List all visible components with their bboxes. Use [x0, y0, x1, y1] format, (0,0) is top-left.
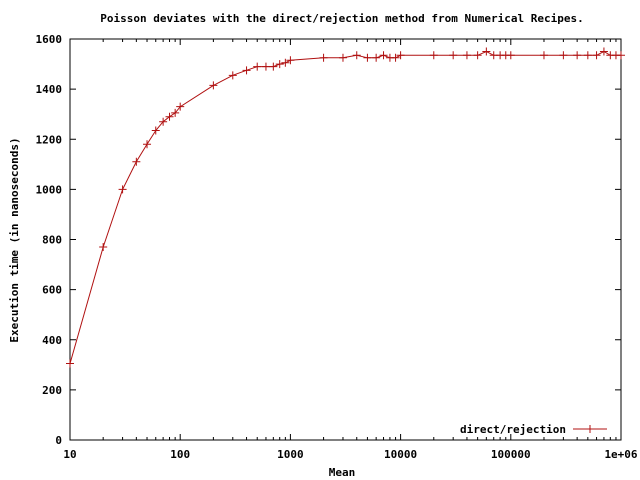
data-point — [363, 53, 372, 62]
data-point — [143, 140, 152, 149]
series-line — [69, 50, 621, 364]
data-point — [171, 108, 180, 117]
data-point — [338, 53, 347, 62]
plot-frame — [69, 38, 622, 441]
data-point — [118, 185, 127, 194]
data-point — [372, 53, 381, 62]
data-point — [506, 51, 515, 60]
x-tick-label: 1e+06 — [604, 448, 637, 461]
data-point — [209, 81, 218, 90]
y-axis-label: Execution time (in nanoseconds) — [8, 137, 21, 342]
data-point — [449, 51, 458, 60]
data-point — [352, 51, 361, 60]
chart-title: Poisson deviates with the direct/rejecti… — [100, 12, 583, 25]
y-tick-label: 200 — [42, 384, 62, 397]
legend: direct/rejection — [460, 423, 607, 436]
y-tick-label: 1200 — [36, 133, 63, 146]
x-tick-label: 100 — [170, 448, 190, 461]
legend-label: direct/rejection — [460, 423, 566, 436]
data-point — [99, 243, 108, 252]
data-point — [165, 112, 174, 121]
data-point — [242, 66, 251, 75]
x-tick-label: 10 — [63, 448, 76, 461]
data-point — [429, 51, 438, 60]
data-point — [617, 51, 625, 60]
data-point — [176, 102, 185, 111]
x-tick-label: 10000 — [384, 448, 417, 461]
data-point — [396, 51, 405, 60]
data-point — [66, 359, 74, 368]
data-point — [275, 60, 284, 69]
data-point — [379, 51, 388, 60]
data-point — [281, 58, 290, 67]
data-point — [261, 62, 270, 71]
y-tick-label: 800 — [42, 234, 62, 247]
data-point — [559, 51, 568, 60]
data-point — [539, 51, 548, 60]
data-point — [462, 51, 471, 60]
x-axis: 10 100 1000 10000 100000 1e+06 — [63, 39, 638, 461]
x-tick-label: 100000 — [491, 448, 531, 461]
data-point — [583, 51, 592, 60]
legend-marker — [586, 425, 594, 433]
y-axis: 0 200 400 600 800 1000 1200 1400 1600 — [36, 33, 621, 447]
data-point — [253, 62, 262, 71]
data-point — [599, 47, 608, 56]
data-point — [269, 62, 278, 71]
series-layer — [66, 47, 625, 368]
data-point — [228, 71, 237, 80]
data-point — [159, 117, 168, 126]
y-tick-label: 600 — [42, 284, 62, 297]
x-axis-label: Mean — [329, 466, 356, 479]
y-tick-label: 1400 — [36, 83, 63, 96]
y-tick-label: 0 — [55, 434, 62, 447]
data-point — [391, 53, 400, 62]
data-point — [151, 126, 160, 135]
data-point — [473, 51, 482, 60]
data-point — [573, 51, 582, 60]
data-point — [482, 47, 491, 56]
data-point — [319, 53, 328, 62]
data-point — [592, 51, 601, 60]
data-point — [286, 56, 295, 65]
y-tick-label: 400 — [42, 334, 62, 347]
y-tick-label: 1600 — [36, 33, 63, 46]
data-point — [132, 157, 141, 166]
y-tick-label: 1000 — [36, 183, 63, 196]
x-tick-label: 1000 — [277, 448, 304, 461]
